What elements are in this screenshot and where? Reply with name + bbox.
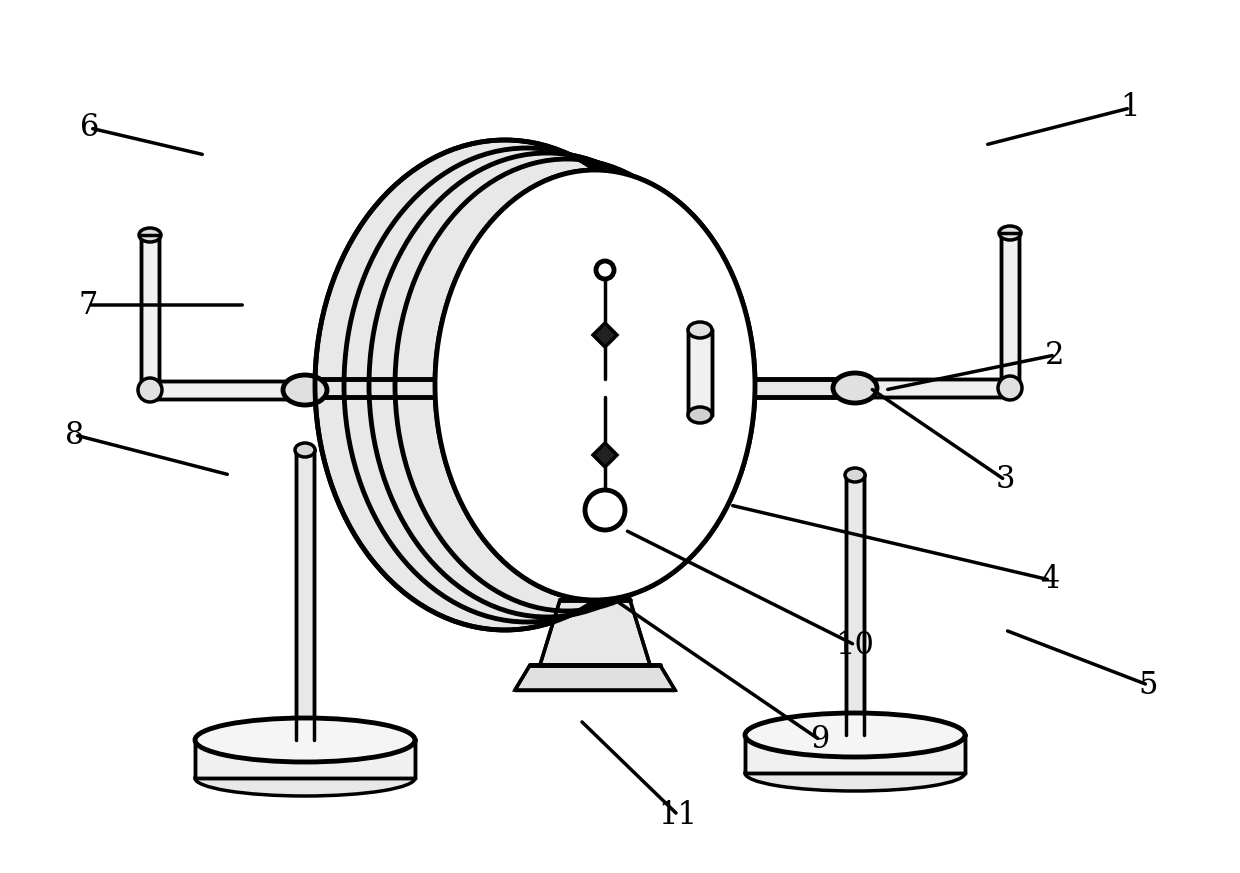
Ellipse shape — [195, 760, 415, 796]
Ellipse shape — [745, 755, 965, 791]
Ellipse shape — [370, 153, 725, 617]
Circle shape — [596, 261, 614, 279]
Ellipse shape — [844, 468, 866, 482]
Polygon shape — [296, 450, 314, 740]
Ellipse shape — [833, 373, 877, 403]
Polygon shape — [870, 379, 1011, 397]
Polygon shape — [320, 379, 839, 397]
Polygon shape — [1001, 233, 1019, 388]
Circle shape — [998, 376, 1022, 400]
Ellipse shape — [139, 228, 161, 242]
Polygon shape — [745, 735, 965, 773]
Text: 8: 8 — [66, 420, 84, 450]
Polygon shape — [195, 740, 415, 778]
Ellipse shape — [343, 148, 711, 622]
Ellipse shape — [446, 185, 743, 585]
Text: 1: 1 — [1120, 93, 1140, 123]
Ellipse shape — [999, 226, 1021, 240]
Text: 7: 7 — [78, 290, 98, 320]
Text: 9: 9 — [811, 725, 830, 755]
Polygon shape — [593, 323, 618, 347]
Text: 11: 11 — [658, 800, 697, 830]
Text: 5: 5 — [1138, 670, 1158, 700]
Circle shape — [585, 490, 625, 530]
Ellipse shape — [435, 170, 755, 600]
Circle shape — [138, 378, 162, 402]
Polygon shape — [515, 665, 675, 690]
Polygon shape — [593, 443, 618, 467]
Polygon shape — [846, 475, 864, 735]
Text: 3: 3 — [996, 464, 1014, 496]
Text: 2: 2 — [1045, 340, 1065, 370]
Ellipse shape — [688, 407, 712, 423]
Polygon shape — [150, 381, 290, 399]
Text: 10: 10 — [836, 629, 874, 661]
Text: 6: 6 — [81, 113, 99, 143]
Text: 4: 4 — [1040, 565, 1060, 595]
Ellipse shape — [283, 375, 327, 405]
Polygon shape — [688, 330, 712, 415]
Ellipse shape — [688, 322, 712, 338]
Polygon shape — [539, 600, 650, 665]
Ellipse shape — [396, 159, 739, 611]
Ellipse shape — [195, 718, 415, 762]
Ellipse shape — [295, 443, 315, 457]
Ellipse shape — [315, 140, 694, 630]
Ellipse shape — [435, 170, 755, 600]
Polygon shape — [141, 235, 159, 390]
Ellipse shape — [745, 713, 965, 757]
